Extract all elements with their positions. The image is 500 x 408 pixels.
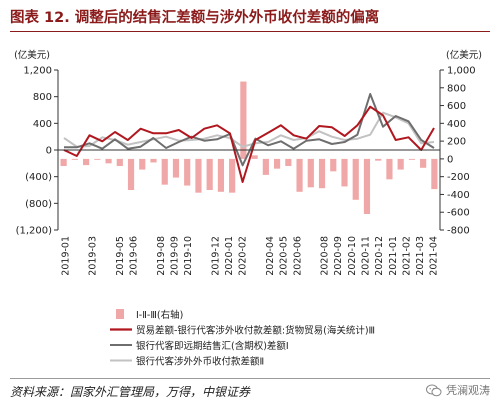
title-divider: [10, 31, 490, 32]
legend-label-trade: 贸易差额-银行代客涉外收付款差额:货物贸易(海关统计)Ⅲ: [136, 325, 375, 337]
left-axis: (亿美元) (1,200) (800) (400) 0 400 800 1,200: [14, 49, 59, 237]
right-tick-label: -400: [447, 190, 470, 201]
x-tick-label: 2021-04: [429, 236, 440, 276]
x-tick-label: 2021-02: [401, 236, 412, 276]
right-tick-label: 800: [447, 83, 466, 94]
chart-title: 图表 12. 调整后的结售汇差额与涉外外币收付差额的偏离: [10, 10, 380, 26]
right-tick-label: 200: [447, 137, 466, 148]
bar-i-ii-iii: [251, 155, 258, 159]
bar-i-ii-iii: [318, 158, 326, 189]
bar-i-ii-iii: [184, 158, 191, 186]
bar-i-ii-iii: [431, 158, 438, 190]
bar-i-ii-iii: [161, 158, 168, 185]
x-tick-label: 2019-05: [115, 236, 126, 276]
left-axis-unit: (亿美元): [14, 49, 50, 61]
x-tick-label: 2019-03: [88, 236, 99, 276]
plot-area: [60, 81, 438, 214]
x-tick-label: 2019-09: [170, 236, 181, 276]
bar-i-ii-iii: [71, 158, 78, 160]
legend: Ⅰ-Ⅱ-Ⅲ(右轴) 贸易差额-银行代客涉外收付款差额:货物贸易(海关统计)Ⅲ 银行代…: [110, 309, 375, 368]
left-tick-label: (1,200): [16, 226, 53, 237]
bar-i-ii-iii: [105, 158, 112, 164]
legend-label-fx_receipts: 银行代客涉外外币收付款差额Ⅱ: [136, 356, 264, 368]
bar-i-ii-iii: [408, 158, 416, 160]
right-tick-label: 1,000: [447, 66, 476, 77]
line-bank-settlement-i: [64, 93, 435, 167]
bar-i-ii-iii: [94, 158, 101, 160]
bar-i-ii-iii: [341, 158, 348, 187]
x-tick-label: 2020-04: [265, 236, 276, 276]
x-tick-label: 2020-08: [320, 236, 331, 276]
x-tick-label: 2020-12: [374, 236, 385, 276]
wechat-icon: [426, 384, 442, 396]
bar-i-ii-iii: [363, 158, 371, 214]
bar-i-ii-iii: [273, 158, 281, 169]
right-tick-label: -200: [447, 172, 470, 183]
bar-i-ii-iii: [330, 158, 337, 172]
x-tick-label: 2020-06: [292, 236, 303, 276]
bar-i-ii-iii: [397, 158, 404, 170]
bar-i-ii-iii: [307, 158, 314, 188]
left-tick-label: (400): [25, 172, 52, 183]
chart: (亿美元) (1,200) (800) (400) 0 400 800 1,200 (亿美元)…: [14, 49, 482, 368]
x-tick-label: 2021-03: [415, 236, 426, 276]
x-tick-label: 2020-09: [333, 236, 344, 276]
bar-i-ii-iii: [386, 158, 393, 180]
right-tick-label: -600: [447, 208, 470, 219]
source-note: 资料来源：国家外汇管理局，万得，中银证券: [10, 385, 251, 399]
left-tick-label: 400: [33, 119, 52, 130]
bar-i-ii-iii: [217, 158, 225, 192]
x-tick-label: 2020-05: [279, 236, 290, 276]
bar-i-ii-iii: [127, 158, 135, 190]
line-fx-receipts-ii: [63, 111, 435, 148]
right-tick-label: -800: [447, 226, 470, 237]
legend-label-bar: Ⅰ-Ⅱ-Ⅲ(右轴): [136, 309, 183, 321]
x-tick-label: 2020-02: [238, 236, 249, 276]
line-trade-balance-iii: [63, 105, 435, 183]
bar-i-ii-iii: [172, 158, 180, 178]
bar-i-ii-iii: [240, 81, 247, 159]
x-tick-label: 2019-12: [210, 236, 221, 276]
right-axis: (亿美元) -800 -600 -400 -200 0 200 400 600 800 1,000: [439, 49, 482, 237]
bar-i-ii-iii: [82, 158, 90, 166]
watermark-label: 凭澜观涛: [446, 384, 490, 397]
x-tick-label: 2019-01: [60, 236, 71, 276]
x-tick-label: 2019-06: [129, 236, 140, 276]
left-tick-label: 0: [46, 146, 52, 157]
right-tick-label: 400: [447, 119, 466, 130]
bar-i-ii-iii: [375, 158, 382, 161]
bar-i-ii-iii: [296, 158, 303, 192]
bar-i-ii-iii: [352, 158, 359, 200]
bar-i-ii-iii: [60, 158, 67, 166]
right-tick-label: 600: [447, 101, 466, 112]
bar-i-ii-iii: [206, 158, 213, 190]
bar-i-ii-iii: [285, 158, 292, 166]
left-tick-label: (800): [25, 199, 52, 210]
right-axis-unit: (亿美元): [446, 49, 482, 61]
bar-i-ii-iii: [116, 158, 123, 166]
left-tick-label: 800: [33, 92, 52, 103]
x-tick-label: 2020-01: [224, 236, 235, 276]
x-tick-label: 2020-11: [361, 236, 372, 276]
bar-i-ii-iii: [139, 158, 146, 170]
watermark: 凭澜观涛: [426, 382, 490, 398]
bar-i-ii-iii: [150, 158, 157, 163]
x-tick-label: 2020-10: [347, 236, 358, 276]
bar-i-ii-iii: [262, 158, 269, 175]
right-tick-label: 0: [447, 154, 453, 165]
x-tick-label: 2019-10: [183, 236, 194, 276]
legend-label-bank_settlement: 银行代客即远期结售汇(含期权)差额Ⅰ: [136, 340, 289, 352]
footer-divider: [10, 378, 490, 379]
bar-i-ii-iii: [195, 158, 202, 193]
x-tick-label: 2019-08: [156, 236, 167, 276]
bar-i-ii-iii: [229, 158, 236, 193]
x-axis: 2019-01 2019-03 2019-05 2019-06 2019-08 2019-…: [58, 149, 440, 276]
x-tick-label: 2021-01: [388, 236, 399, 276]
legend-swatch-bar: [116, 309, 124, 319]
left-tick-label: 1,200: [23, 66, 52, 77]
bar-i-ii-iii: [420, 158, 427, 168]
